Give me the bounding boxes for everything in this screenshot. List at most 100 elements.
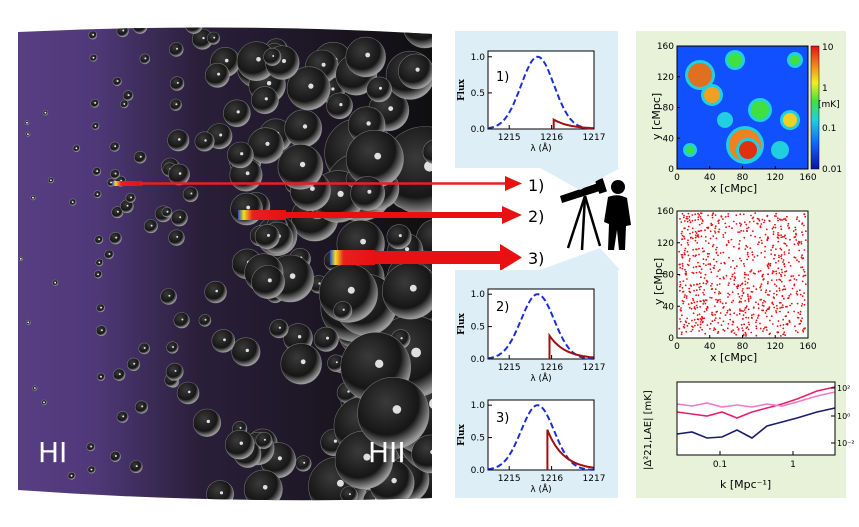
galaxy-dot [439,29,442,32]
lae-point [712,266,715,269]
lae-point [782,218,785,221]
galaxy-dot [236,110,240,114]
galaxy-dot [366,121,371,126]
lae-point [695,294,697,297]
lae-point [797,244,800,246]
lae-point [789,293,792,295]
lae-point [688,306,691,309]
lae-point [774,226,777,229]
y-tick: 160 [657,42,674,52]
lae-point [737,328,740,331]
colorbar [810,45,820,170]
lae-point [726,311,728,314]
lae-point [714,305,716,307]
lae-point [730,301,733,304]
lae-point [739,213,742,216]
sightline-3-arrowhead [500,244,522,271]
ionized-bubble [25,492,31,498]
y-tick: 40 [663,302,675,312]
map-21cm-emission [683,50,803,164]
lae-point [784,217,787,220]
lae-point [700,272,702,274]
galaxy-dot [300,359,306,365]
lae-point [757,243,759,246]
galaxy-dot [178,138,181,141]
lae-point [684,253,686,256]
lae-point [799,322,802,325]
lae-point [797,311,800,314]
spectrum-y-tick: 0.0 [471,466,486,476]
lae-point [803,213,806,216]
lae-point [745,244,748,247]
lae-point [783,297,785,300]
lae-point [764,326,766,329]
lae-point [704,236,707,238]
lae-point [728,282,730,284]
lae-point [773,270,775,273]
map-21cm-x-label: x [cMpc] [710,182,757,195]
lae-point [731,227,733,230]
galaxy-dot [303,461,306,464]
lae-point [793,310,795,313]
lae-point [780,281,783,283]
lae-point [767,265,769,268]
lae-point [789,279,792,281]
lae-point [718,268,721,271]
galaxy-dot [108,253,111,255]
lae-point [801,254,803,257]
lae-point [698,288,701,291]
lae-point [717,322,720,324]
lae-point [689,221,692,224]
lae-point [801,303,804,305]
lae-point [744,283,747,286]
lae-point [768,308,770,311]
lae-point [696,242,699,244]
galaxy-dot [336,479,344,487]
lae-point [714,227,717,230]
lae-point [727,323,730,325]
lae-point [765,289,768,292]
lae-point [803,224,805,227]
galaxy-dot [116,80,119,82]
lae-point [797,316,800,319]
galaxy-dot [118,373,121,376]
lae-point [698,282,701,285]
lae-point [781,236,784,238]
lae-point [799,289,801,292]
galaxy-dot [277,456,282,461]
galaxy-dot [246,205,251,210]
lae-point [733,283,736,286]
lae-point [679,266,682,269]
lae-point [773,257,775,260]
lae-point [730,238,733,241]
galaxy-dot [98,238,101,241]
lae-point [785,244,788,247]
lae-point [749,247,752,250]
galaxy-dot [262,485,268,490]
galaxy-dot [127,94,130,97]
lae-point [727,215,730,218]
lae-point [710,285,712,287]
galaxy-dot [187,390,191,394]
lae-point [706,307,709,309]
lae-point [712,314,714,316]
lae-point [691,328,694,331]
lae-point [801,266,804,269]
lae-point [703,317,706,320]
lae-point [694,230,697,233]
lae-point [683,220,686,222]
lae-point [692,312,695,315]
lae-point [739,224,742,227]
lae-point [688,260,691,262]
lae-point [753,256,756,258]
lae-point [686,278,688,280]
lae-point [680,232,683,235]
lae-point [711,320,714,323]
lae-point [685,297,688,299]
lae-point [722,328,725,331]
lae-point [680,307,682,309]
spectrum-y-tick: 0.5 [471,89,485,99]
galaxy-dot [425,21,430,26]
lae-point [702,291,704,294]
lae-point [718,219,720,222]
